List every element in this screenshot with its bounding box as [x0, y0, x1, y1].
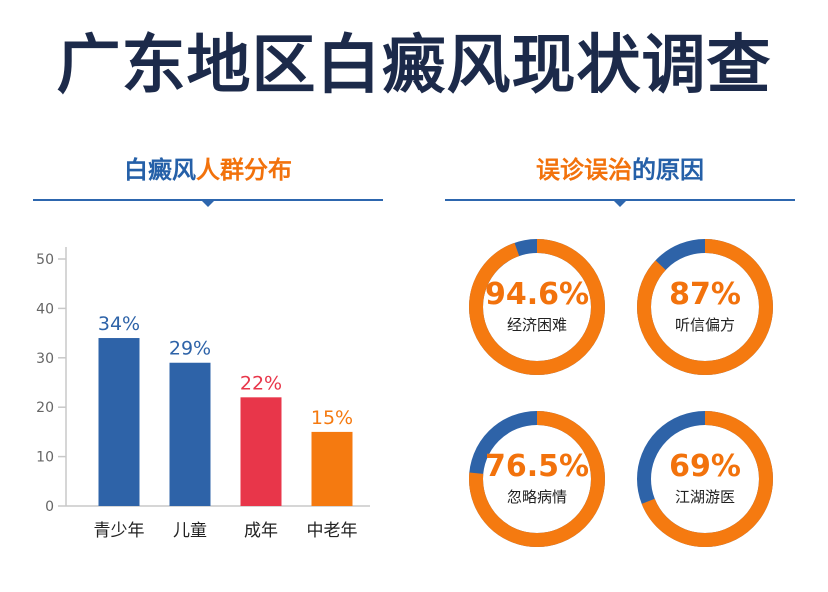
ring-chart [637, 239, 773, 375]
ring-share-arc [637, 239, 773, 375]
bar-section-title-part1: 白癜风 [124, 156, 196, 184]
y-tick-label: 0 [45, 499, 54, 515]
ring-label: 87% 听信偏方 [630, 277, 780, 335]
rings-section-pointer [613, 200, 627, 207]
rings-section-title: 误诊误治的原因 [445, 155, 795, 185]
rings-section-title-part1: 误诊误治 [536, 156, 632, 184]
ring-share-arc [637, 411, 773, 547]
x-tick-label: 儿童 [173, 521, 207, 541]
ring-label: 69% 江湖游医 [630, 449, 780, 507]
bar-data-label: 34% [98, 313, 140, 335]
x-tick-label: 青少年 [94, 521, 145, 541]
ring-value: 87% [669, 277, 741, 312]
ring-chart [469, 239, 605, 375]
ring-chart [469, 411, 605, 547]
ring-label: 94.6% 经济困难 [462, 277, 612, 335]
y-tick-label: 10 [36, 450, 54, 466]
ring-share-arc [469, 411, 605, 547]
ring-chart [637, 411, 773, 547]
bar-data-label: 15% [311, 407, 353, 429]
bar [240, 397, 282, 506]
ring-name: 经济困难 [506, 316, 567, 334]
bar [311, 431, 353, 506]
ring-label: 76.5% 忽略病情 [462, 449, 612, 507]
x-tick-label: 中老年 [307, 521, 358, 541]
ring-share-arc [469, 239, 605, 375]
ring-value: 94.6% [484, 277, 590, 312]
y-tick-label: 20 [36, 400, 54, 416]
rings-section-title-part2: 的原因 [632, 156, 704, 184]
y-tick-label: 50 [36, 252, 54, 268]
bar [98, 338, 140, 506]
bar [169, 362, 211, 506]
bar-chart: 0 10 20 30 40 50 34% 青少年 29% 儿童 22% 成年 15% 中老年 [36, 247, 370, 541]
bar-data-label: 29% [169, 338, 211, 360]
ring-value: 76.5% [484, 449, 590, 484]
ring-name: 江湖游医 [674, 488, 735, 506]
ring-name: 听信偏方 [674, 316, 735, 334]
bar-section-pointer [201, 200, 215, 207]
bar-section-title: 白癜风人群分布 [33, 155, 383, 185]
ring-value: 69% [669, 449, 741, 484]
y-tick-label: 40 [36, 301, 54, 317]
y-tick-label: 30 [36, 351, 54, 367]
bar-section-title-part2: 人群分布 [196, 156, 292, 184]
x-tick-label: 成年 [244, 521, 278, 541]
page-title: 广东地区白癜风现状调查 [56, 29, 772, 103]
ring-name: 忽略病情 [506, 488, 567, 506]
bar-data-label: 22% [240, 372, 282, 394]
